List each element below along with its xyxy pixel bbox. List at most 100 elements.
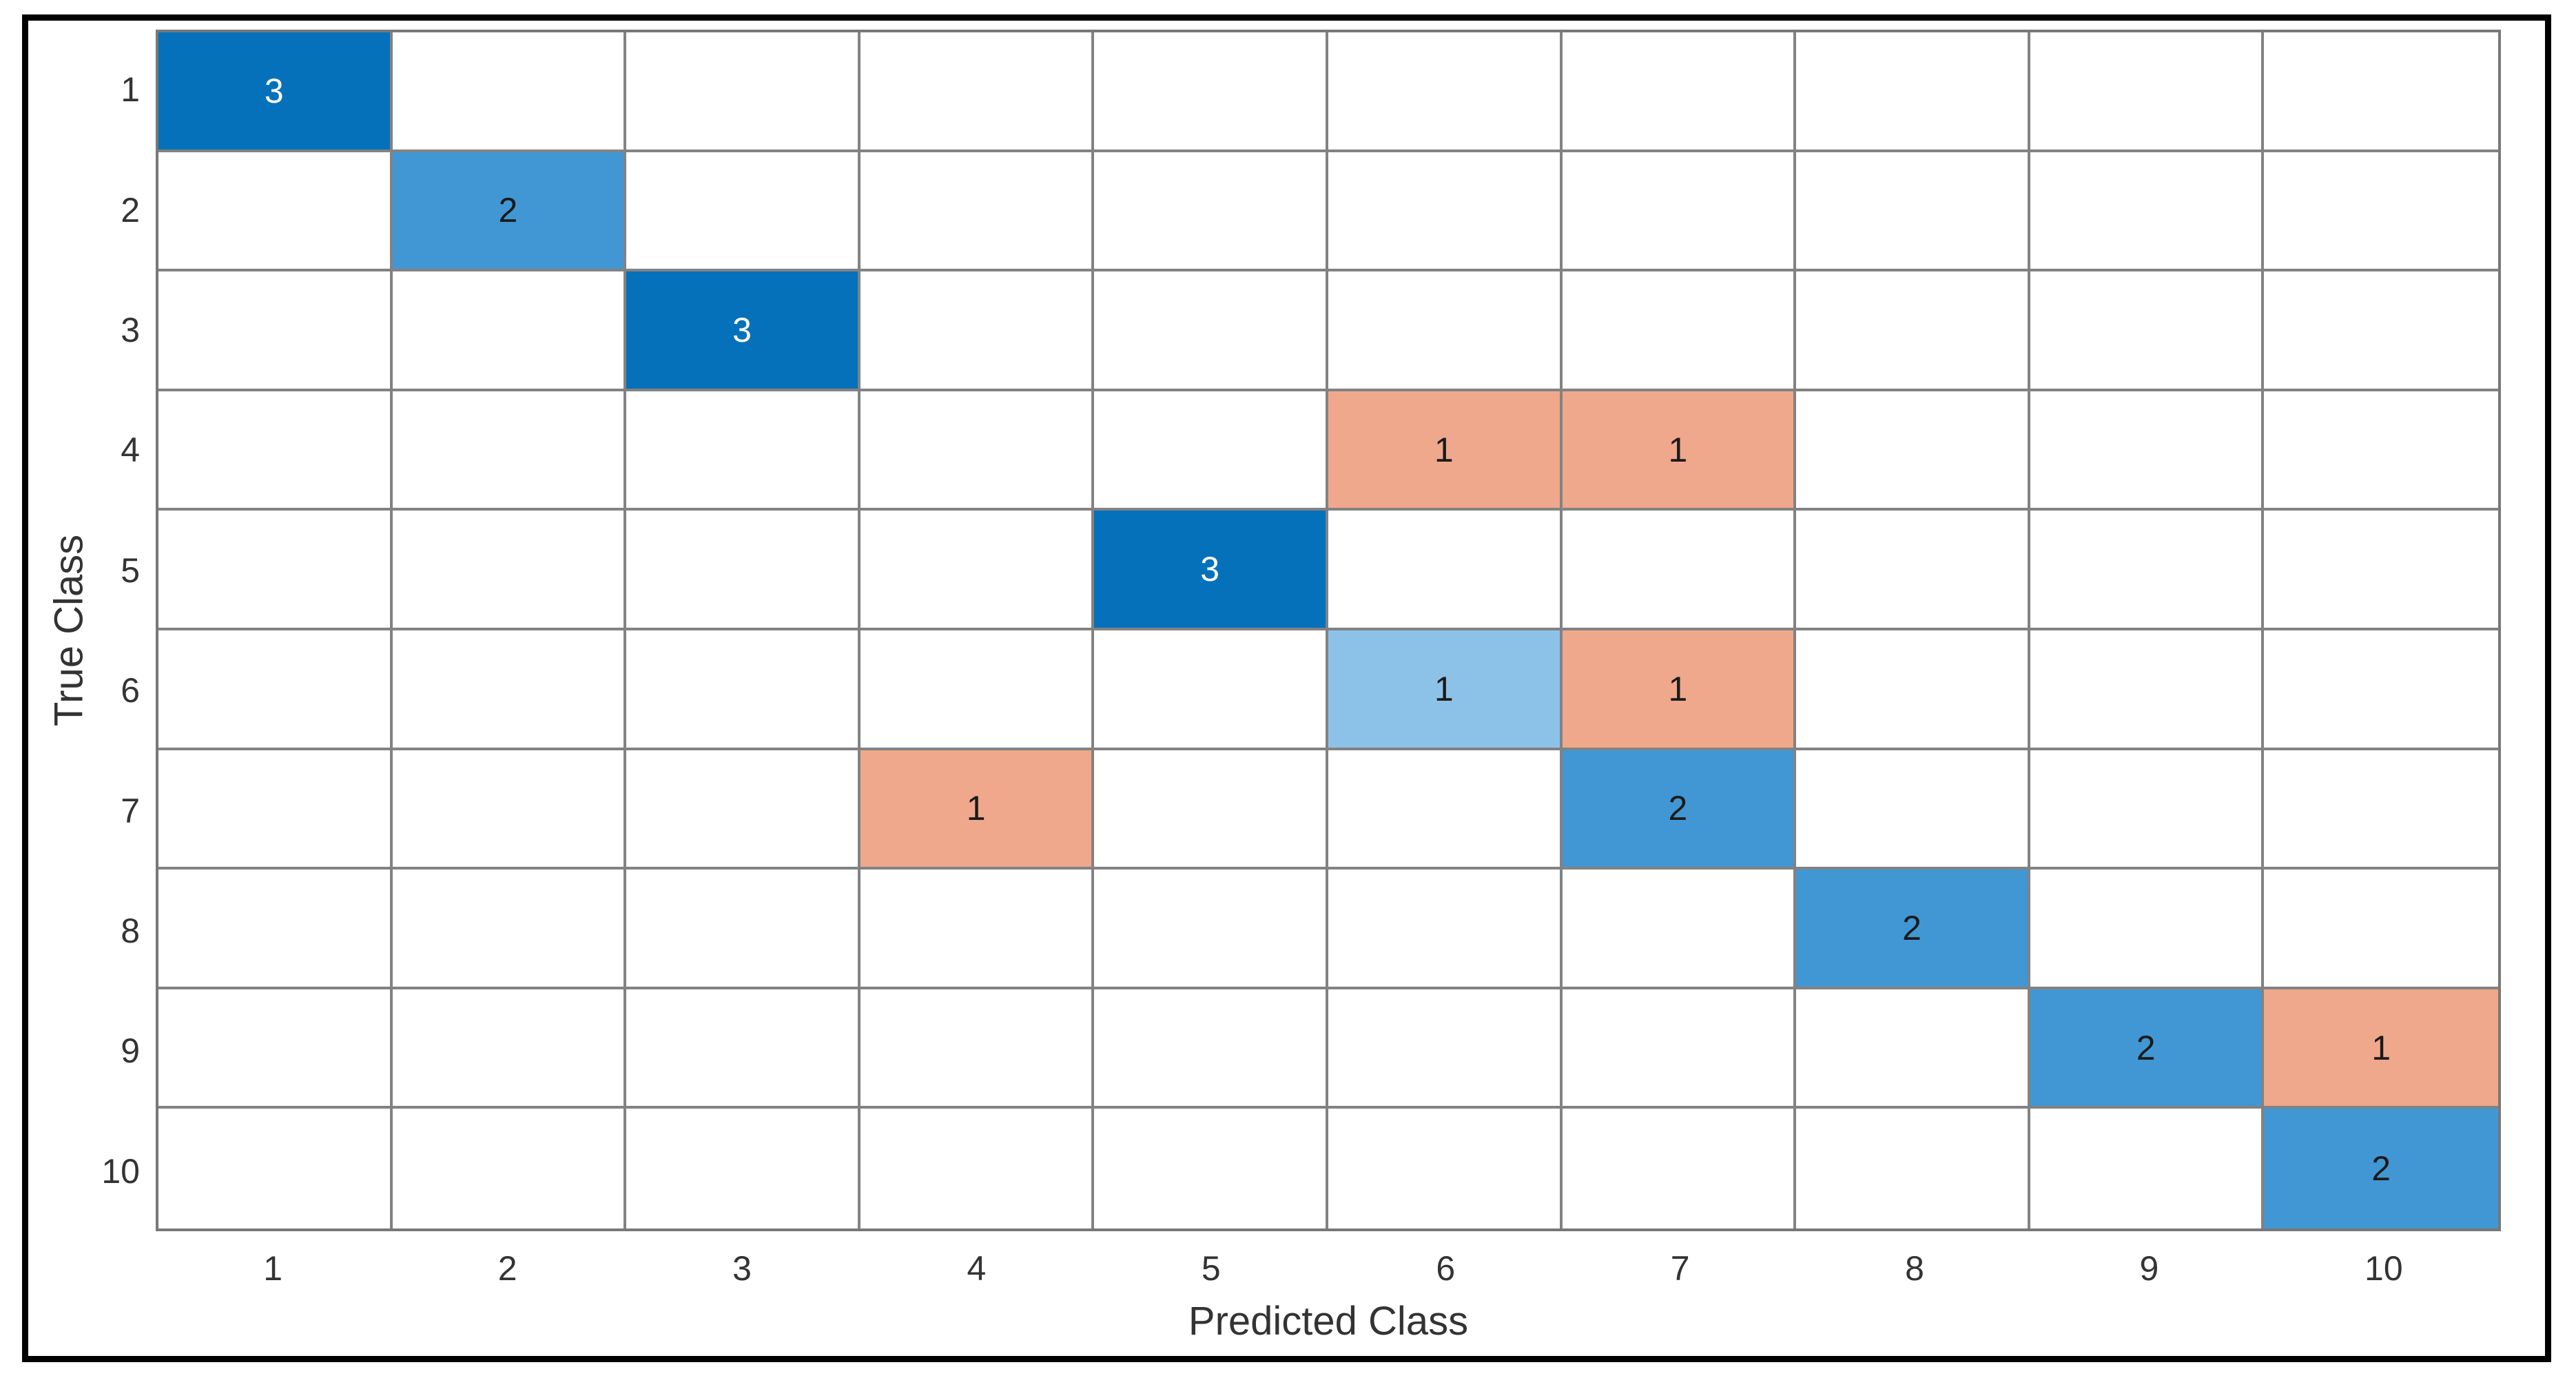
x-axis-tick-labels: 1 2 3 4 5 6 7 8 9 10: [156, 1235, 2501, 1302]
matrix-cell-10-2: [392, 1109, 627, 1228]
matrix-cell-5-2: [392, 511, 627, 630]
matrix-cell-8-6: [1328, 870, 1563, 989]
matrix-cell-5-6: [1328, 511, 1563, 630]
matrix-cell-5-8: [1796, 511, 2030, 630]
matrix-cell-8-10: [2264, 870, 2498, 989]
matrix-cell-3-4: [860, 271, 1095, 391]
matrix-cell-8-1: [158, 870, 393, 989]
matrix-cell-6-2: [392, 630, 627, 750]
cell-value: 2: [498, 191, 518, 230]
x-tick-label-6: 6: [1436, 1249, 1456, 1288]
matrix-cell-1-9: [2030, 32, 2265, 152]
matrix-cell-6-3: [626, 630, 861, 750]
y-axis-tick-labels: 1 2 3 4 5 6 7 8 9 10: [0, 30, 140, 1231]
cell-value: 1: [1668, 669, 1688, 708]
x-tick-label-4: 4: [967, 1249, 987, 1288]
matrix-cell-2-3: [626, 152, 861, 272]
matrix-cell-6-5: [1094, 630, 1328, 750]
matrix-cell-7-9: [2030, 750, 2265, 870]
matrix-cell-4-2: [392, 391, 627, 511]
matrix-cell-3-3: 3: [626, 271, 861, 391]
matrix-cell-5-4: [860, 511, 1095, 630]
matrix-cell-1-6: [1328, 32, 1563, 152]
cell-value: 2: [2136, 1028, 2156, 1067]
matrix-cell-1-5: [1094, 32, 1328, 152]
matrix-cell-7-7: 2: [1562, 750, 1797, 870]
matrix-cell-8-8: 2: [1796, 870, 2030, 989]
matrix-cell-3-2: [392, 271, 627, 391]
y-axis-label: True Class: [46, 534, 92, 727]
matrix-cell-4-9: [2030, 391, 2265, 511]
matrix-cell-2-10: [2264, 152, 2498, 272]
matrix-cell-7-1: [158, 750, 393, 870]
x-axis-label: Predicted Class: [1188, 1299, 1469, 1344]
y-tick-label-1: 1: [121, 70, 140, 110]
matrix-cell-6-8: [1796, 630, 2030, 750]
matrix-cell-6-9: [2030, 630, 2265, 750]
y-tick-label-2: 2: [121, 190, 140, 229]
y-tick-label-10: 10: [101, 1151, 140, 1191]
matrix-cell-10-5: [1094, 1109, 1328, 1228]
matrix-cell-10-8: [1796, 1109, 2030, 1228]
matrix-cell-7-8: [1796, 750, 2030, 870]
x-tick-label-3: 3: [732, 1249, 752, 1288]
matrix-cell-8-2: [392, 870, 627, 989]
y-tick-label-9: 9: [121, 1031, 140, 1071]
matrix-cell-4-8: [1796, 391, 2030, 511]
matrix-cell-2-8: [1796, 152, 2030, 272]
matrix-cell-9-3: [626, 989, 861, 1109]
matrix-cell-10-3: [626, 1109, 861, 1228]
matrix-cell-10-1: [158, 1109, 393, 1228]
matrix-cell-10-7: [1562, 1109, 1797, 1228]
cell-value: 1: [2371, 1028, 2391, 1067]
matrix-cell-8-3: [626, 870, 861, 989]
x-tick-label-8: 8: [1905, 1249, 1924, 1288]
cell-value: 1: [1434, 430, 1454, 469]
matrix-cell-9-7: [1562, 989, 1797, 1109]
matrix-cell-1-7: [1562, 32, 1797, 152]
matrix-cell-8-4: [860, 870, 1095, 989]
matrix-cell-2-4: [860, 152, 1095, 272]
matrix-cell-7-3: [626, 750, 861, 870]
matrix-cell-5-5: 3: [1094, 511, 1328, 630]
cell-value: 2: [1668, 789, 1688, 828]
matrix-cell-10-9: [2030, 1109, 2265, 1228]
matrix-cell-8-9: [2030, 870, 2265, 989]
matrix-cell-3-6: [1328, 271, 1563, 391]
matrix-cell-9-10: 1: [2264, 989, 2498, 1109]
matrix-cell-7-2: [392, 750, 627, 870]
cell-value: 2: [2371, 1149, 2391, 1189]
x-tick-label-1: 1: [263, 1249, 283, 1288]
cell-value: 3: [1200, 550, 1220, 589]
x-tick-label-10: 10: [2364, 1249, 2403, 1288]
matrix-cell-3-7: [1562, 271, 1797, 391]
matrix-cell-10-4: [860, 1109, 1095, 1228]
matrix-cell-9-8: [1796, 989, 2030, 1109]
matrix-cell-1-3: [626, 32, 861, 152]
x-tick-label-7: 7: [1670, 1249, 1690, 1288]
matrix-cell-7-5: [1094, 750, 1328, 870]
matrix-cell-2-2: 2: [392, 152, 627, 272]
matrix-cell-3-8: [1796, 271, 2030, 391]
matrix-cell-3-10: [2264, 271, 2498, 391]
matrix-cell-3-5: [1094, 271, 1328, 391]
matrix-cell-9-2: [392, 989, 627, 1109]
matrix-cell-4-1: [158, 391, 393, 511]
matrix-cell-8-7: [1562, 870, 1797, 989]
y-tick-label-8: 8: [121, 912, 140, 951]
matrix-cell-4-5: [1094, 391, 1328, 511]
cell-value: 1: [966, 789, 986, 828]
matrix-cell-5-3: [626, 511, 861, 630]
matrix-cell-2-6: [1328, 152, 1563, 272]
matrix-cell-4-3: [626, 391, 861, 511]
matrix-cell-7-6: [1328, 750, 1563, 870]
cell-value: 2: [1902, 908, 1921, 947]
matrix-cell-6-1: [158, 630, 393, 750]
matrix-cell-5-10: [2264, 511, 2498, 630]
matrix-cell-7-4: 1: [860, 750, 1095, 870]
matrix-cell-4-6: 1: [1328, 391, 1563, 511]
matrix-cell-3-1: [158, 271, 393, 391]
y-tick-label-4: 4: [121, 431, 140, 470]
matrix-cell-6-4: [860, 630, 1095, 750]
